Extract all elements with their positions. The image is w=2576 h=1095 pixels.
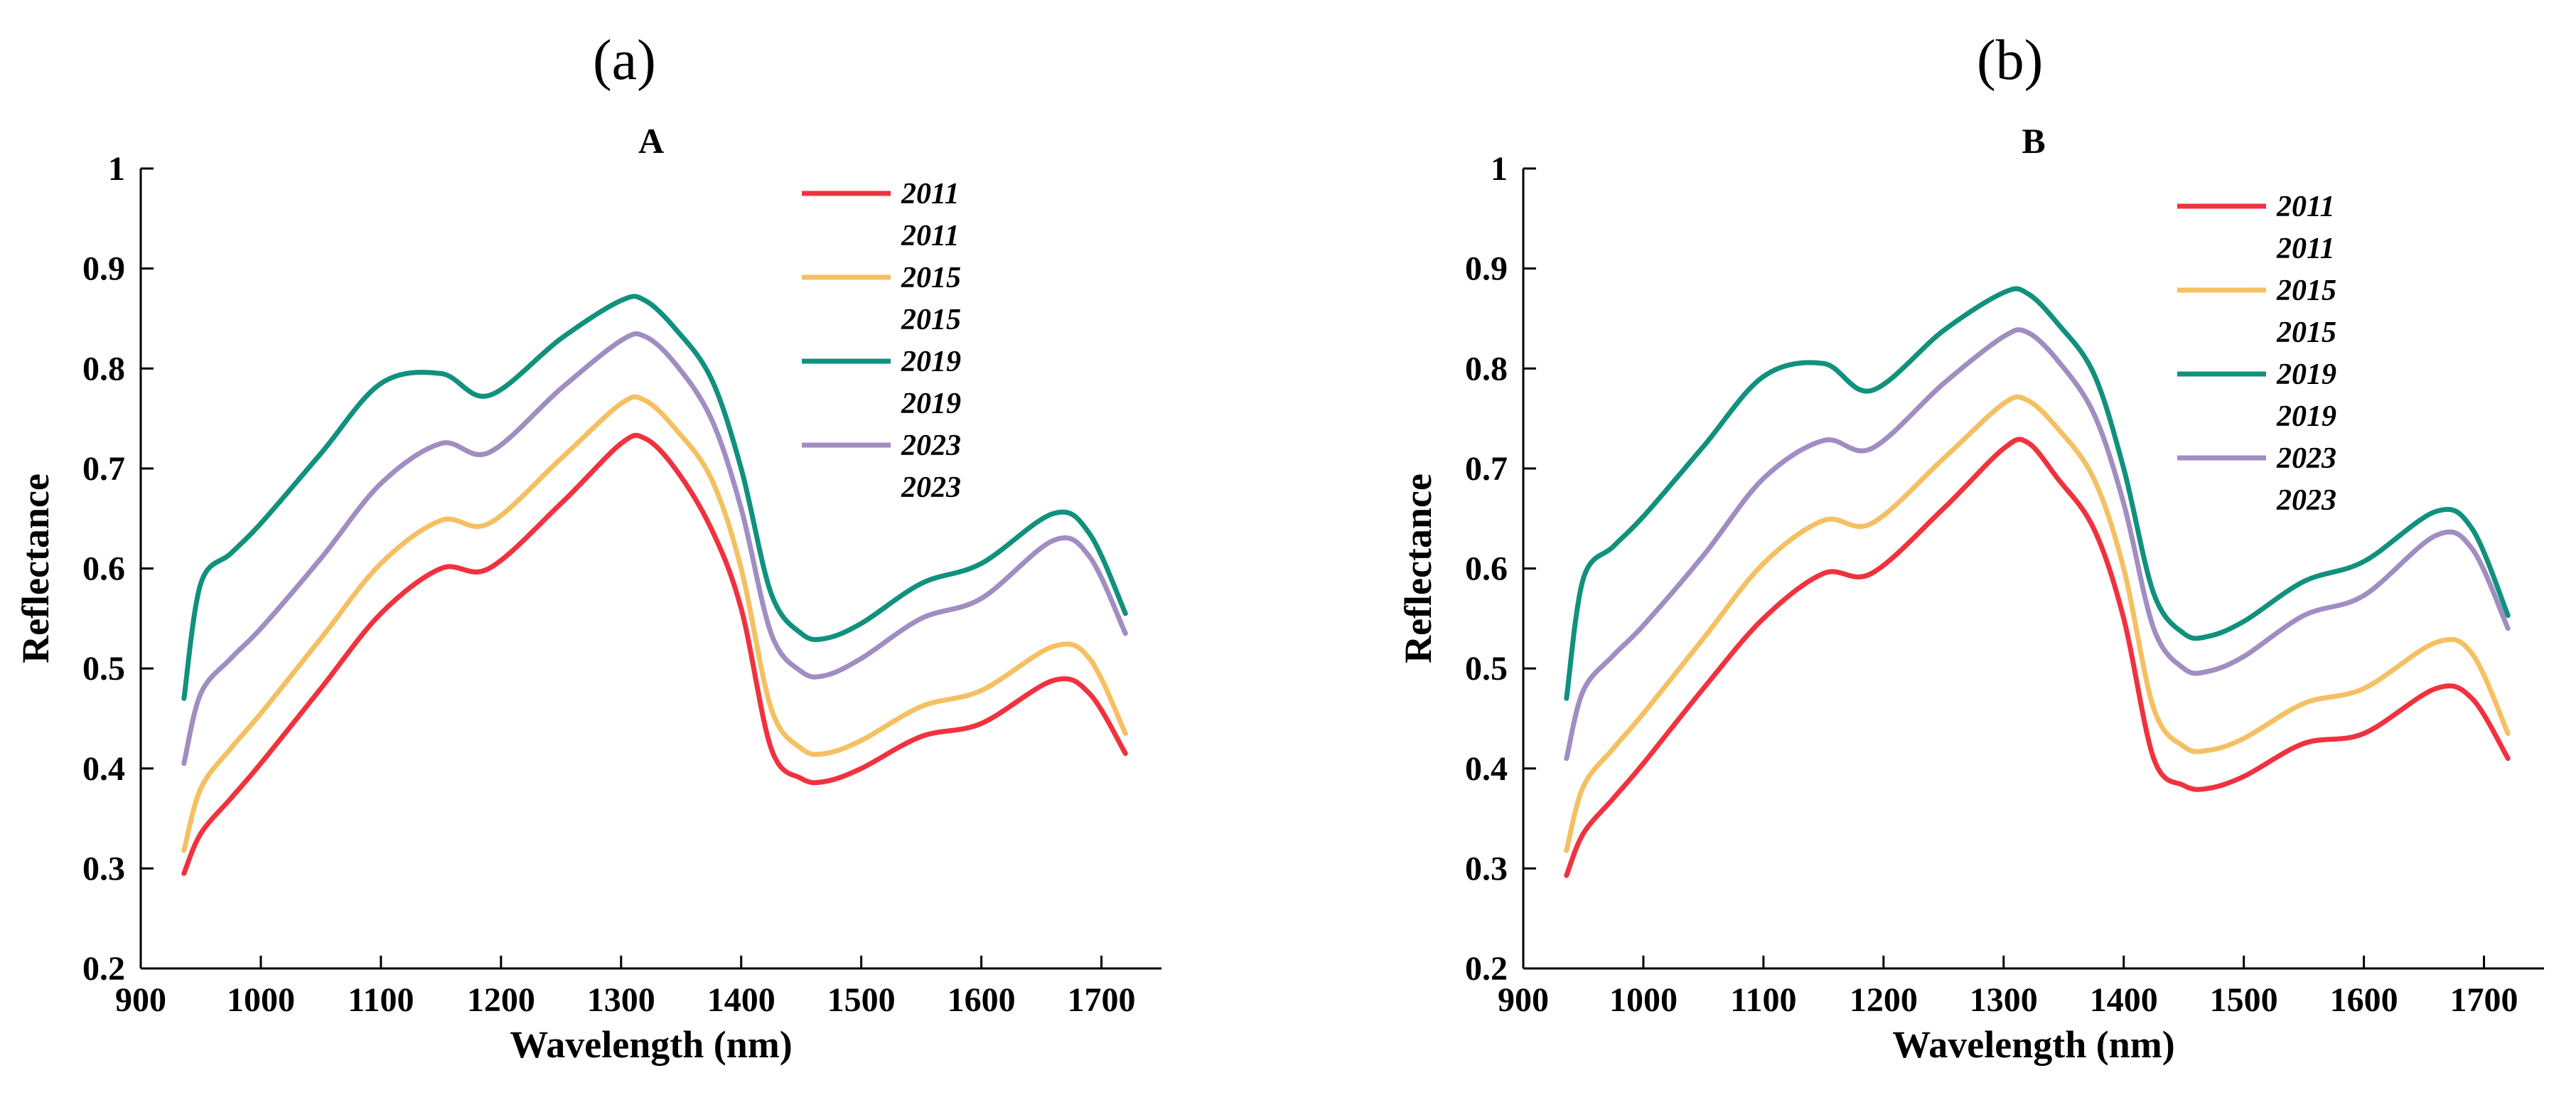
legend-label: 2019 xyxy=(901,388,961,420)
y-tick-label: 0.7 xyxy=(82,450,125,488)
legend-label: 2011 xyxy=(2276,233,2335,265)
y-tick-label: 0.4 xyxy=(82,750,125,788)
x-tick-label: 1700 xyxy=(2450,981,2518,1019)
y-tick-label: 0.4 xyxy=(1465,750,1508,788)
x-tick-label: 1700 xyxy=(1068,981,1136,1019)
series-line-2015 xyxy=(181,394,1128,853)
y-tick-label: 1 xyxy=(1491,150,1508,188)
y-axis-label: Reflectance xyxy=(14,474,57,663)
series-line-2011 xyxy=(181,432,1128,876)
legend-label: 2023 xyxy=(2276,442,2336,475)
x-axis-label: Wavelength (nm) xyxy=(510,1023,793,1066)
legend-label: 2015 xyxy=(2276,316,2336,349)
legend-label: 2011 xyxy=(901,220,960,252)
y-tick-label: 0.3 xyxy=(82,850,125,887)
x-tick-label: 1000 xyxy=(1609,981,1678,1019)
x-tick-label: 1600 xyxy=(948,981,1016,1019)
y-tick-label: 0.9 xyxy=(1465,250,1508,288)
legend-label: 2015 xyxy=(901,304,961,336)
y-tick-label: 1 xyxy=(108,150,125,188)
x-axis-label: Wavelength (nm) xyxy=(1892,1023,2175,1066)
legend: 2011 2011 2015 2015 2019 2019 2023 2023 xyxy=(802,178,961,504)
series-line-2023 xyxy=(181,331,1128,766)
y-tick-label: 0.8 xyxy=(1465,350,1508,388)
x-tick-label: 1400 xyxy=(2090,981,2158,1019)
x-tick-label: 1500 xyxy=(2210,981,2278,1019)
y-tick-label: 0.2 xyxy=(1465,950,1508,988)
y-tick-label: 0.5 xyxy=(1465,650,1508,688)
x-tick-label: 1400 xyxy=(707,981,776,1019)
legend-label: 2023 xyxy=(901,429,961,462)
series-line-2019 xyxy=(1564,286,2511,701)
y-tick-label: 0.6 xyxy=(82,550,125,588)
series-line-2019 xyxy=(181,294,1128,701)
y-tick-label: 0.6 xyxy=(1465,550,1508,588)
chart-title: B xyxy=(2022,121,2045,161)
x-tick-label: 1300 xyxy=(1970,981,2038,1019)
x-tick-label: 1300 xyxy=(587,981,655,1019)
x-tick-label: 1100 xyxy=(348,981,414,1019)
x-tick-label: 900 xyxy=(1498,981,1549,1019)
series-line-2015 xyxy=(1564,394,2511,853)
legend-label: 2011 xyxy=(2276,191,2335,223)
legend-label: 2019 xyxy=(2276,358,2336,391)
x-tick-label: 1100 xyxy=(1730,981,1796,1019)
legend-label: 2019 xyxy=(2276,400,2336,433)
legend-label: 2015 xyxy=(2276,274,2336,307)
legend-label: 2023 xyxy=(2276,484,2336,517)
x-tick-label: 1600 xyxy=(2330,981,2398,1019)
legend: 2011 2011 2015 2015 2019 2019 2023 2023 xyxy=(2177,191,2336,517)
legend-label: 2023 xyxy=(901,471,961,504)
chart-panel-2: 900 1000 1100 1200 1300 1400 1500 1600 1700 0.2 0.… xyxy=(1397,121,2544,1066)
x-tick-label: 1200 xyxy=(467,981,535,1019)
panel-letter-a: (a) xyxy=(593,29,656,92)
y-tick-label: 0.5 xyxy=(82,650,125,688)
series-line-2011 xyxy=(1564,437,2511,878)
y-tick-label: 0.7 xyxy=(1465,450,1508,488)
x-tick-label: 900 xyxy=(115,981,166,1019)
y-tick-label: 0.2 xyxy=(82,950,125,988)
y-tick-label: 0.9 xyxy=(82,250,125,288)
x-tick-label: 1200 xyxy=(1850,981,1918,1019)
x-tick-label: 1000 xyxy=(227,981,295,1019)
chart-panel-1: 900 1000 1100 1200 1300 1400 1500 1600 1700 0.2 0.… xyxy=(14,121,1161,1066)
y-tick-label: 0.3 xyxy=(1465,850,1508,887)
x-tick-label: 1500 xyxy=(827,981,896,1019)
series-line-2023 xyxy=(1564,327,2511,762)
legend-label: 2019 xyxy=(901,346,961,378)
panel-letter-b: (b) xyxy=(1977,29,2044,92)
legend-label: 2011 xyxy=(901,178,960,210)
chart-title: A xyxy=(638,121,664,161)
y-tick-label: 0.8 xyxy=(82,350,125,388)
legend-label: 2015 xyxy=(901,262,961,294)
y-axis-label: Reflectance xyxy=(1397,474,1439,663)
